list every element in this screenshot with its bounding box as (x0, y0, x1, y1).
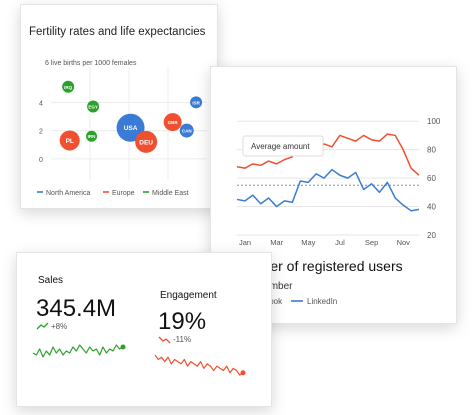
tooltip-box (242, 135, 324, 157)
engagement-change: -11% (173, 335, 191, 344)
trend-down-icon (158, 336, 171, 344)
bubble-label: CAN (182, 129, 192, 134)
sales-change: +8% (51, 322, 67, 331)
bubble-label: DEU (139, 139, 153, 146)
bubble-irq (62, 80, 75, 93)
x-tick-label: May (301, 238, 315, 247)
y-tick-label: 60 (427, 174, 436, 183)
bubble-gbr (163, 113, 182, 132)
sales-value: 345.4M (36, 295, 116, 322)
sales-label: Sales (38, 275, 63, 286)
bubble-label: USA (124, 125, 138, 132)
x-tick-label: Sep (365, 238, 378, 247)
engagement-sparkline-endpoint (240, 370, 246, 376)
bubble-label: IRQ (64, 85, 73, 90)
y-tick-label: 20 (427, 231, 436, 240)
trend-up-icon (36, 322, 49, 330)
x-tick-label: Mar (270, 238, 283, 247)
bubble-chart-ylabel: 6 live births per 1000 females (45, 60, 137, 67)
bubble-label: EGY (88, 105, 98, 110)
bubble-chart-title: Fertility rates and life expectancies (29, 26, 206, 38)
bubble-irn (86, 130, 98, 142)
kpi-card: Sales 345.4M +8% Engagement 19% -11% (16, 252, 272, 407)
bubble-egy (87, 100, 100, 113)
tooltip-text: Average amount (251, 142, 310, 151)
sales-sparkline-endpoint (120, 344, 126, 350)
bubble-deu (135, 130, 158, 153)
x-tick-label: Jul (335, 238, 345, 247)
y-tick-label: 0 (39, 157, 43, 164)
legend-label-linkedin: LinkedIn (307, 297, 337, 306)
series-line-facebook (236, 133, 420, 176)
legend-label: Europe (112, 190, 135, 197)
bubble-usa (116, 113, 145, 142)
bubble-label: GBR (168, 120, 179, 125)
bubble-label: ISR (192, 100, 200, 105)
y-tick-label: 80 (427, 146, 436, 155)
bubble-isr (190, 96, 203, 109)
line-chart-title: Number of registered users (233, 258, 403, 274)
bubble-can (179, 123, 194, 138)
bubble-pl (59, 130, 80, 151)
bubble-label: IRN (88, 134, 96, 139)
engagement-value: 19% (158, 308, 206, 335)
sales-sparkline (32, 344, 124, 358)
y-tick-label: 2 (39, 129, 43, 136)
series-line-linkedin (236, 168, 420, 212)
bubble-chart-card: Fertility rates and life expectancies 6 … (20, 4, 218, 209)
y-tick-label: 40 (427, 203, 436, 212)
y-tick-label: 100 (427, 117, 441, 126)
x-tick-label: Jan (239, 238, 251, 247)
engagement-label: Engagement (160, 290, 217, 301)
bubble-label: PL (66, 138, 74, 145)
legend-label: Middle East (152, 190, 189, 197)
bubble-chart: Fertility rates and life expectancies 6 … (29, 26, 207, 197)
x-tick-label: Nov (397, 238, 411, 247)
engagement-sparkline (154, 354, 244, 376)
y-tick-label: 4 (39, 100, 43, 107)
legend-label: North America (46, 190, 90, 197)
kpi-panel: Sales 345.4M +8% Engagement 19% -11% (32, 275, 246, 376)
